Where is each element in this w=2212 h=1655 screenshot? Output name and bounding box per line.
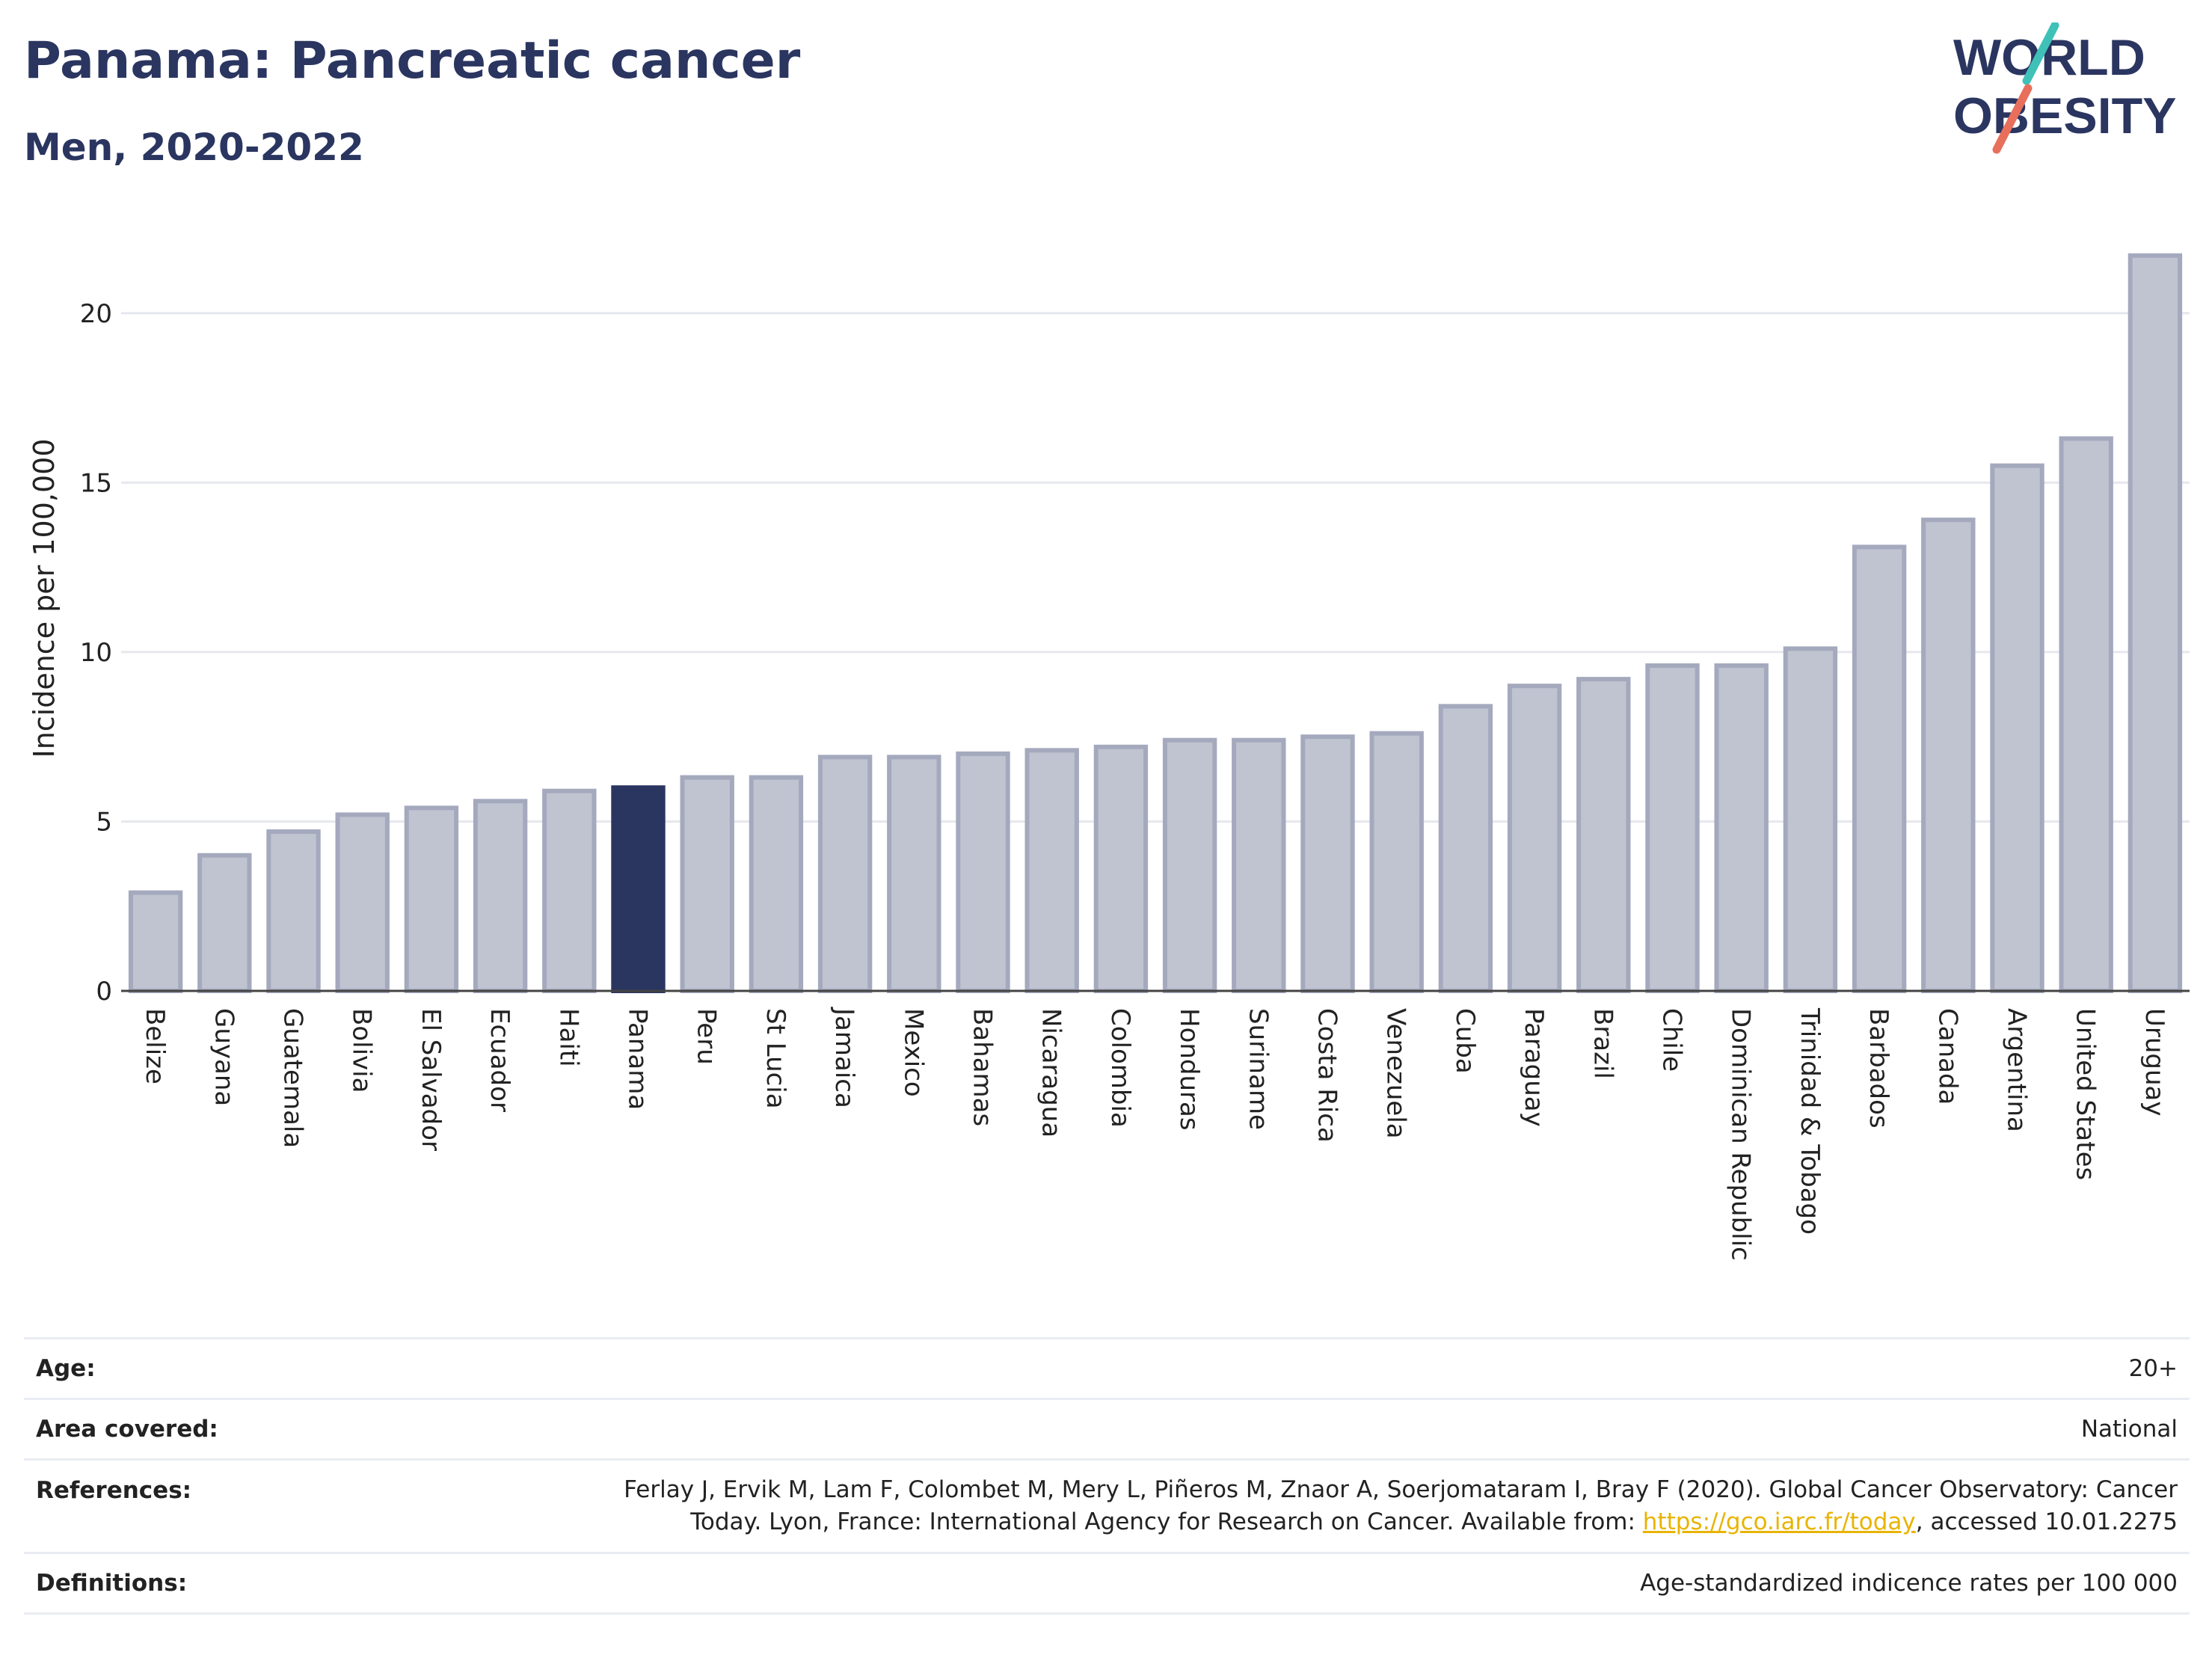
y-tick-label: 5 — [96, 807, 112, 837]
x-tick-label: Ecuador — [485, 1008, 514, 1112]
x-tick-label: Mexico — [898, 1008, 928, 1097]
bar-guyana — [197, 853, 252, 993]
meta-definitions-value: Age-standardized indicence rates per 100… — [422, 1552, 2190, 1615]
x-tick-label: Canada — [1932, 1008, 1962, 1105]
x-tick-label: Cuba — [1450, 1008, 1480, 1074]
x-tick-label: Peru — [692, 1008, 722, 1065]
bar-chile — [1645, 663, 1700, 993]
x-tick-label: Costa Rica — [1312, 1008, 1342, 1143]
logo-slash-top — [2022, 22, 2059, 85]
bar-cuba — [1438, 704, 1493, 993]
logo-slash-bottom — [1992, 84, 2033, 154]
y-tick-label: 10 — [80, 638, 112, 668]
bar-brazil — [1576, 677, 1631, 993]
y-tick-label: 15 — [80, 468, 112, 498]
x-tick-label: United States — [2071, 1008, 2101, 1180]
x-tick-label: Venezuela — [1381, 1008, 1411, 1139]
x-tick-label: Dominican Republic — [1726, 1008, 1756, 1261]
bar-dominican-republic — [1714, 663, 1769, 993]
world-obesity-logo: WORLD OBESITY — [1953, 22, 2177, 154]
bar-bolivia — [335, 812, 390, 993]
bar-panama — [611, 785, 666, 993]
y-tick-label: 0 — [96, 977, 112, 1007]
x-tick-label: Suriname — [1243, 1008, 1273, 1130]
x-tick-label: Belize — [140, 1008, 170, 1084]
bar-peru — [680, 775, 734, 993]
bar-ecuador — [473, 799, 528, 993]
bar-costa-rica — [1300, 734, 1355, 993]
bar-canada — [1921, 518, 1976, 993]
meta-references-label: References: — [24, 1458, 422, 1553]
x-tick-label: Colombia — [1105, 1008, 1135, 1128]
metadata-table: Age: 20+ Area covered: National Referenc… — [24, 1337, 2190, 1615]
bar-belize — [128, 890, 183, 993]
x-tick-label: Haiti — [553, 1008, 583, 1067]
bar-chart: 0 5 10 15 20 Belize Guyana Guatemala Bolivia El … — [28, 253, 2190, 1261]
reference-line-1: Ferlay J, Ervik M, Lam F, Colombet M, Me… — [624, 1476, 2178, 1503]
bar-guatemala — [266, 829, 321, 993]
x-tick-label: St Lucia — [761, 1008, 790, 1109]
meta-row-references: References: Ferlay J, Ervik M, Lam F, Co… — [24, 1458, 2190, 1553]
x-axis-labels: Belize Guyana Guatemala Bolivia El Salvador E… — [140, 1007, 2169, 1261]
y-axis-title: Incidence per 100,000 — [28, 438, 61, 758]
x-tick-label: Paraguay — [1519, 1008, 1549, 1127]
meta-area-value: National — [422, 1398, 2190, 1460]
logo-line2: OBESITY — [1953, 87, 2177, 144]
x-tick-label: Honduras — [1174, 1008, 1204, 1131]
bar-barbados — [1852, 544, 1907, 993]
x-tick-label: Bolivia — [347, 1008, 377, 1093]
bar-haiti — [542, 788, 597, 993]
bar-united-states — [2059, 436, 2113, 993]
bars — [128, 253, 2183, 993]
y-axis-ticks: 0 5 10 15 20 — [80, 299, 112, 1007]
bar-trinidad-tobago — [1783, 646, 1838, 993]
x-tick-label: El Salvador — [416, 1008, 446, 1151]
reference-accessed: , accessed 10.01.2275 — [1915, 1508, 2178, 1535]
meta-area-label: Area covered: — [24, 1398, 422, 1460]
x-tick-label: Bahamas — [968, 1008, 998, 1126]
reference-line-2: Today. Lyon, France: International Agenc… — [434, 1506, 2178, 1538]
meta-references-value: Ferlay J, Ervik M, Lam F, Colombet M, Me… — [422, 1458, 2190, 1553]
x-tick-label: Guatemala — [278, 1008, 308, 1148]
bar-honduras — [1162, 737, 1217, 993]
bar-mexico — [887, 755, 941, 993]
meta-row-definitions: Definitions: Age-standardized indicence … — [24, 1552, 2190, 1615]
bar-bahamas — [956, 751, 1010, 993]
meta-age-value: 20+ — [422, 1337, 2190, 1399]
meta-row-age: Age: 20+ — [24, 1337, 2190, 1399]
bar-jamaica — [817, 755, 873, 993]
x-tick-label: Panama — [623, 1008, 653, 1110]
bar-nicaragua — [1024, 748, 1079, 993]
bar-colombia — [1093, 744, 1149, 993]
bar-suriname — [1232, 737, 1286, 993]
bar-venezuela — [1369, 731, 1424, 993]
bar-argentina — [1990, 463, 2044, 993]
x-tick-label: Trinidad & Tobago — [1795, 1007, 1825, 1235]
bar-uruguay — [2127, 253, 2183, 993]
grid-lines — [121, 312, 2190, 823]
bar-el-salvador — [404, 805, 459, 993]
chart-subtitle: Men, 2020-2022 — [24, 126, 364, 169]
x-tick-label: Nicaragua — [1036, 1008, 1066, 1137]
meta-definitions-label: Definitions: — [24, 1552, 422, 1615]
y-tick-label: 20 — [80, 299, 112, 329]
x-tick-label: Brazil — [1588, 1008, 1617, 1079]
x-tick-label: Uruguay — [2139, 1008, 2169, 1117]
x-tick-label: Barbados — [1864, 1008, 1893, 1129]
bar-paraguay — [1507, 684, 1562, 993]
meta-row-area: Area covered: National — [24, 1398, 2190, 1460]
chart-title: Panama: Pancreatic cancer — [24, 31, 801, 90]
x-tick-label: Chile — [1657, 1008, 1687, 1072]
x-tick-label: Argentina — [2002, 1008, 2032, 1132]
x-tick-label: Guyana — [209, 1008, 239, 1106]
reference-text: Today. Lyon, France: International Agenc… — [690, 1508, 1643, 1535]
reference-link[interactable]: https://gco.iarc.fr/today — [1642, 1508, 1916, 1535]
meta-age-label: Age: — [24, 1337, 422, 1399]
x-tick-label: Jamaica — [829, 1007, 859, 1108]
bar-st-lucia — [749, 775, 804, 993]
